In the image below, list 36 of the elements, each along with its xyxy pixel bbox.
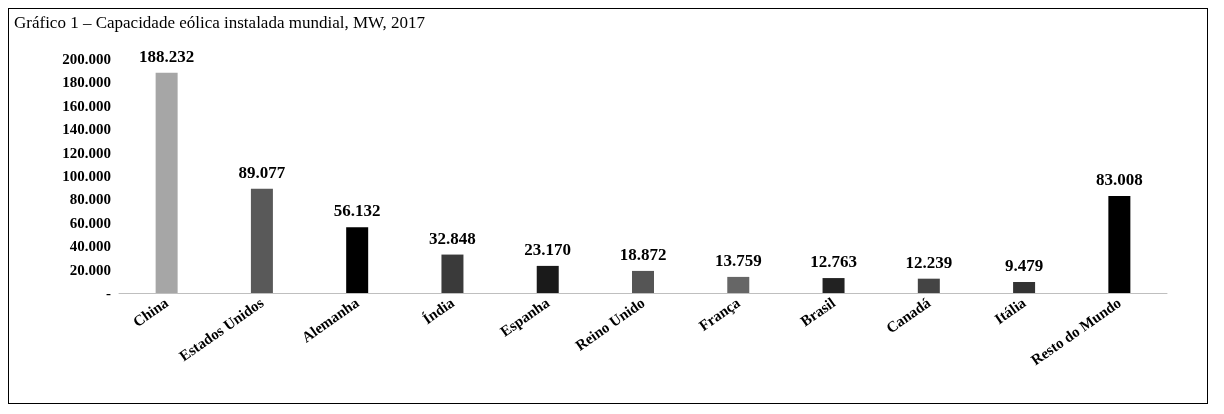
bar: [1013, 281, 1036, 293]
data-label: 18.872: [619, 244, 667, 264]
y-tick-label: 80.000: [69, 191, 111, 208]
data-label: 12.763: [810, 252, 857, 272]
data-label: 13.759: [714, 250, 762, 270]
x-tick-label: Índia: [419, 294, 458, 328]
bar: [346, 227, 369, 293]
bar: [441, 254, 464, 293]
data-label: 32.848: [429, 228, 476, 248]
data-label: 9.479: [1004, 255, 1044, 275]
data-label: 83.008: [1095, 169, 1143, 189]
bar: [1108, 195, 1131, 293]
y-tick-label: 60.000: [69, 214, 111, 231]
bar: [155, 72, 178, 293]
data-label: 89.077: [238, 162, 286, 182]
bar: [822, 278, 845, 293]
y-tick-label: 40.000: [69, 238, 111, 255]
data-label: 23.170: [524, 239, 572, 259]
bar: [250, 188, 273, 293]
bar: [536, 265, 559, 293]
chart-title: Gráfico 1 – Capacidade eólica instalada mundial, MW, 2017: [14, 13, 426, 32]
data-label: 56.132: [333, 201, 381, 221]
x-tick-label: Itália: [991, 294, 1030, 328]
y-tick-label: 140.000: [62, 121, 111, 138]
y-tick-label: 120.000: [62, 144, 111, 161]
y-tick-label: 100.000: [62, 168, 111, 184]
data-label: 188.232: [139, 46, 195, 66]
y-tick-label: -: [106, 285, 111, 301]
data-label: 12.239: [905, 252, 953, 272]
y-tick-label: 20.000: [69, 261, 111, 278]
y-tick-label: 200.000: [62, 51, 111, 67]
y-tick-label: 180.000: [62, 74, 111, 91]
bar: [632, 270, 654, 293]
y-tick-label: 160.000: [62, 97, 111, 114]
bar: [917, 278, 940, 293]
bar: [727, 276, 750, 293]
